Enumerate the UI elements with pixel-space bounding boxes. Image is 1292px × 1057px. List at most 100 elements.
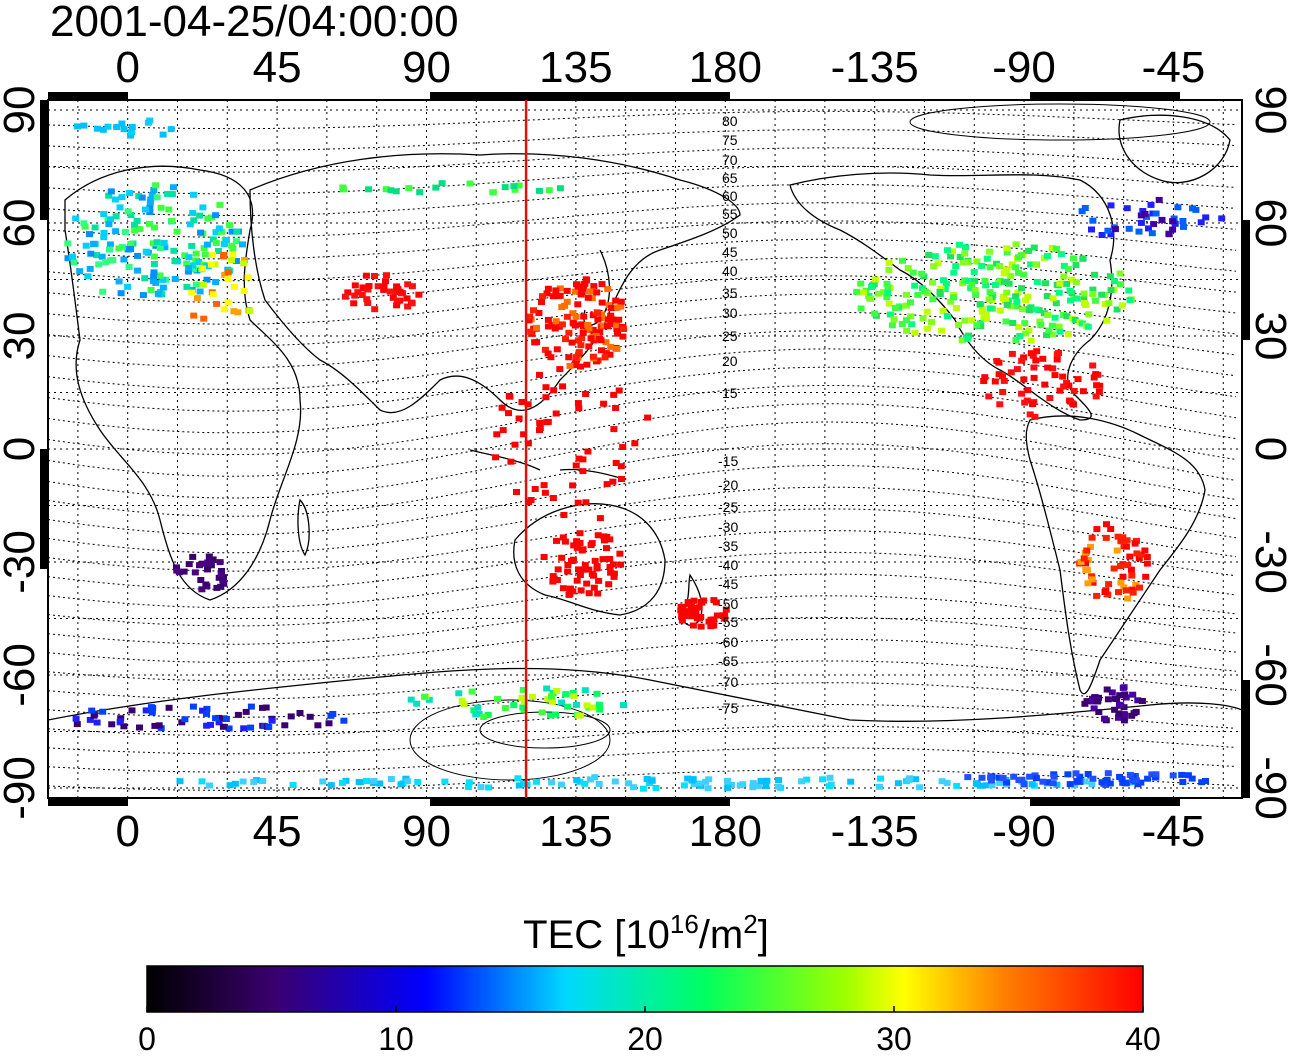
tec-patch bbox=[551, 325, 559, 332]
tec-patch bbox=[1143, 560, 1151, 567]
tec-patch bbox=[580, 313, 588, 320]
tec-patch bbox=[902, 291, 910, 298]
tec-patch bbox=[208, 214, 216, 221]
contour-label-south: -30 bbox=[718, 519, 738, 535]
tec-patch bbox=[480, 714, 488, 720]
tec-patch bbox=[1202, 778, 1209, 784]
tec-patch bbox=[1012, 241, 1020, 248]
tec-patch bbox=[1104, 696, 1112, 703]
tec-patch bbox=[1088, 534, 1096, 541]
tec-patch bbox=[561, 538, 569, 545]
magnetic-contour bbox=[48, 110, 1237, 130]
tec-patch bbox=[562, 336, 569, 343]
tec-patch bbox=[209, 251, 217, 258]
tec-patch bbox=[287, 713, 295, 720]
tec-patch bbox=[925, 252, 933, 258]
tec-patch bbox=[582, 499, 590, 506]
top-tick-label: 45 bbox=[253, 43, 302, 92]
tec-patch bbox=[610, 573, 618, 580]
magnetic-contour bbox=[48, 660, 1237, 700]
tec-patch bbox=[583, 277, 590, 284]
tec-patch bbox=[199, 204, 207, 211]
tec-patch bbox=[939, 308, 947, 315]
tec-patch bbox=[213, 584, 221, 591]
tec-patch bbox=[1079, 388, 1087, 395]
tec-patch bbox=[325, 720, 333, 727]
tec-patch bbox=[689, 622, 697, 629]
tec-patch bbox=[1115, 589, 1122, 596]
tec-patch bbox=[944, 247, 951, 254]
tec-patch bbox=[603, 481, 611, 488]
tec-patch bbox=[159, 131, 167, 138]
tec-patch bbox=[150, 269, 158, 276]
bottom-tick-label: 90 bbox=[402, 807, 451, 856]
tec-patch bbox=[1126, 771, 1134, 778]
tec-patch bbox=[1005, 280, 1013, 287]
tec-patch bbox=[1128, 712, 1136, 719]
tec-patch bbox=[923, 308, 931, 315]
tec-patch bbox=[554, 566, 562, 573]
tec-patch bbox=[590, 283, 598, 290]
tec-patch bbox=[354, 289, 362, 296]
tec-patch bbox=[156, 272, 164, 279]
tec-patch bbox=[100, 234, 108, 241]
tec-patch bbox=[968, 281, 976, 288]
tec-patch bbox=[1077, 559, 1085, 565]
tec-patch bbox=[520, 698, 528, 705]
tec-patch bbox=[281, 722, 289, 729]
tec-patch bbox=[929, 279, 936, 286]
tec-patch bbox=[212, 279, 220, 285]
tec-patch bbox=[380, 286, 388, 293]
tec-patch bbox=[202, 263, 210, 270]
tec-patch bbox=[1049, 780, 1057, 787]
tec-patch bbox=[599, 556, 607, 563]
tec-patch bbox=[857, 305, 865, 312]
tec-patch bbox=[519, 704, 527, 711]
tec-patch bbox=[970, 268, 978, 275]
tec-patch bbox=[1070, 388, 1078, 394]
tec-patch bbox=[1072, 279, 1080, 286]
tec-patch bbox=[1084, 323, 1092, 330]
tec-patch bbox=[1218, 215, 1226, 222]
tec-patch bbox=[1018, 285, 1026, 292]
tec-patch bbox=[121, 228, 129, 235]
tec-patch bbox=[116, 718, 124, 725]
tec-patch bbox=[215, 719, 223, 726]
tec-patch bbox=[1121, 711, 1129, 718]
colorbar-tick-label: 10 bbox=[378, 1021, 414, 1057]
tec-patch bbox=[484, 711, 492, 718]
tec-patch bbox=[606, 351, 614, 358]
tec-patch bbox=[212, 212, 220, 219]
tec-patch bbox=[1116, 270, 1124, 277]
tec-patch bbox=[197, 229, 205, 236]
contour-label-south: -75 bbox=[718, 700, 738, 716]
tec-patch bbox=[146, 205, 154, 212]
tec-patch bbox=[964, 335, 972, 342]
tec-patch bbox=[884, 290, 892, 297]
tec-patch bbox=[721, 612, 728, 619]
tec-patch bbox=[474, 704, 482, 711]
contour-label-north: 70 bbox=[722, 152, 738, 168]
tec-patch bbox=[198, 586, 206, 593]
tec-patch bbox=[571, 362, 579, 369]
tec-patch bbox=[639, 785, 647, 792]
tec-patch bbox=[561, 302, 569, 309]
tec-patch bbox=[365, 186, 373, 193]
bottom-tick-label: -90 bbox=[992, 807, 1056, 856]
tec-patch bbox=[585, 590, 593, 597]
tec-patch bbox=[1003, 245, 1011, 252]
tec-patch bbox=[584, 322, 592, 328]
tec-patch bbox=[911, 282, 919, 289]
magnetic-contour bbox=[48, 129, 1237, 151]
tec-patch bbox=[203, 705, 211, 712]
tec-patch bbox=[1124, 562, 1132, 569]
tec-patch bbox=[206, 782, 213, 789]
tec-patch bbox=[1088, 226, 1095, 233]
tec-patch bbox=[107, 188, 115, 195]
graticule-grid bbox=[48, 100, 1242, 798]
tec-patch bbox=[93, 719, 101, 726]
tec-patch bbox=[218, 228, 226, 235]
tec-patch bbox=[972, 780, 980, 787]
tec-patch bbox=[986, 248, 994, 255]
tec-patch bbox=[1142, 573, 1150, 580]
